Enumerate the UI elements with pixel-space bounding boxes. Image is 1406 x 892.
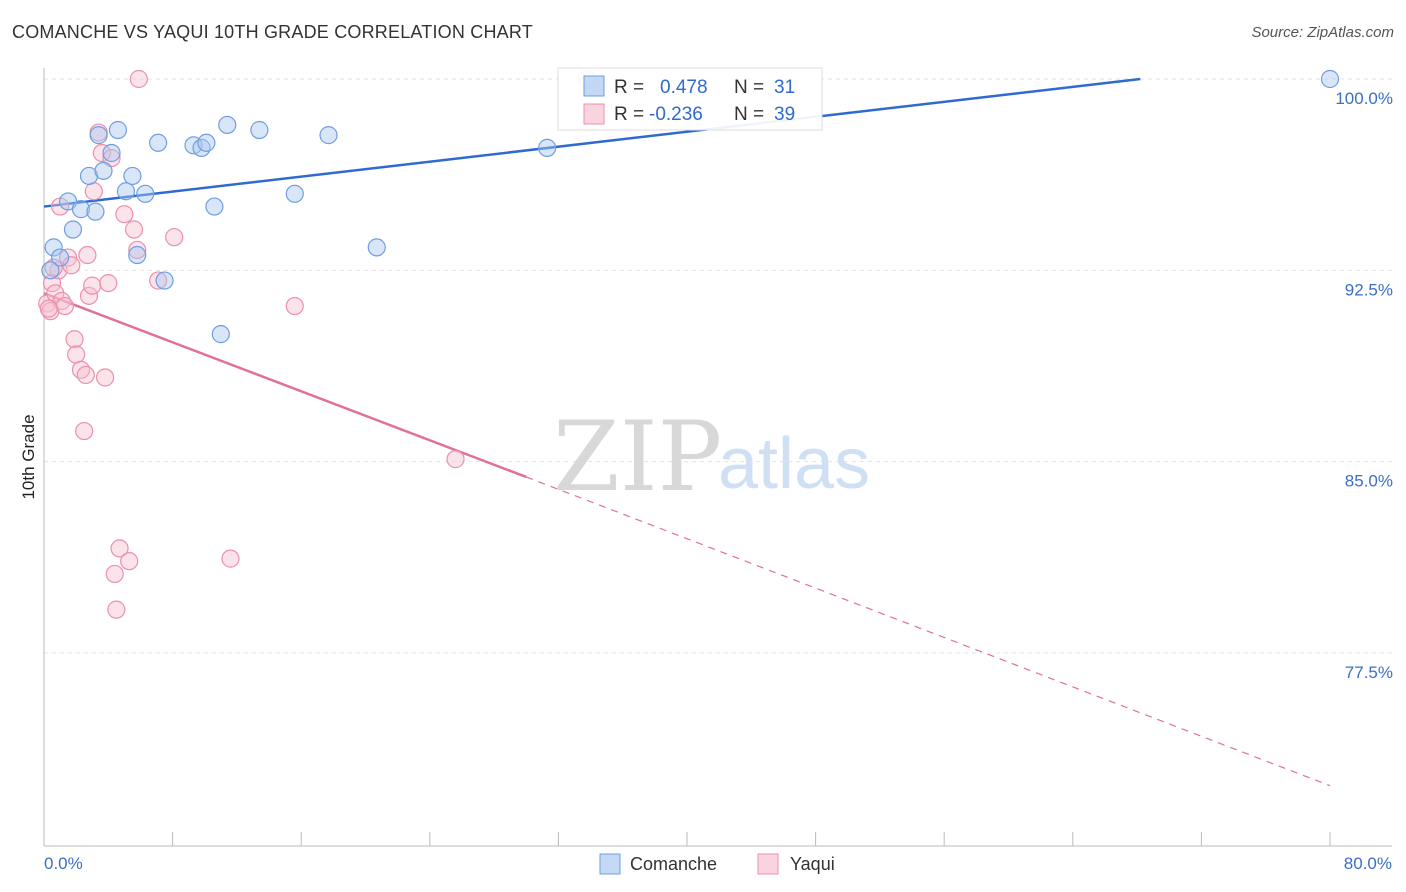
yaqui-point [78, 245, 97, 265]
watermark: ZIP atlas [553, 401, 870, 513]
legend-yaqui-label: Yaqui [790, 854, 835, 874]
y-tick-label: 77.5% [1345, 663, 1393, 682]
yaqui-legend-swatch [583, 103, 605, 125]
yaqui-trend-line-extrapolated [526, 476, 1331, 787]
yaqui-point [221, 549, 240, 568]
yaqui-n-value: 39 [774, 104, 795, 125]
x-tick-label-max: 80.0% [1344, 854, 1392, 873]
yaqui-point [92, 143, 111, 163]
yaqui-point [67, 345, 86, 364]
comanche-n-label: N = [734, 77, 764, 98]
yaqui-point [99, 273, 118, 293]
yaqui-points [38, 69, 465, 619]
comanche-point [94, 161, 113, 180]
comanche-trend-line [43, 77, 1141, 208]
comanche-point [538, 138, 557, 157]
y-tick-labels: 100.0% 92.5% 85.0% 77.5% [1335, 89, 1393, 682]
comanche-point [149, 133, 168, 152]
comanche-r-label: R = [614, 77, 644, 98]
comanche-legend-swatch [583, 75, 605, 97]
yaqui-point [65, 330, 84, 349]
yaqui-point [115, 205, 134, 224]
y-tick-label: 100.0% [1335, 89, 1393, 108]
yaqui-point [79, 286, 99, 305]
comanche-point [86, 202, 105, 221]
comanche-point [319, 126, 338, 145]
comanche-point [211, 325, 230, 344]
yaqui-point [165, 228, 184, 247]
comanche-point [218, 115, 237, 135]
comanche-point [250, 120, 269, 140]
comanche-point [116, 182, 136, 201]
comanche-point [285, 184, 304, 203]
axes [43, 68, 1392, 847]
comanche-point [108, 120, 128, 140]
yaqui-point [83, 276, 102, 295]
comanche-point [197, 133, 216, 152]
trend-lines [43, 77, 1331, 787]
yaqui-point [129, 69, 148, 89]
comanche-point [128, 245, 147, 265]
y-tick-label: 92.5% [1345, 280, 1393, 299]
yaqui-point [84, 182, 103, 201]
comanche-point [50, 248, 70, 267]
chart-title: COMANCHE VS YAQUI 10TH GRADE CORRELATION… [12, 22, 533, 42]
source-label: Source: ZipAtlas.com [1251, 24, 1394, 41]
yaqui-point [95, 368, 115, 387]
comanche-r-value: 0.478 [660, 77, 708, 98]
yaqui-point [149, 271, 168, 290]
yaqui-point [105, 564, 124, 584]
yaqui-point [44, 258, 63, 277]
yaqui-point [124, 220, 144, 239]
yaqui-point [75, 421, 94, 441]
yaqui-point [107, 600, 126, 619]
comanche-point [102, 143, 121, 163]
yaqui-point [76, 365, 95, 385]
comanche-point [367, 238, 386, 257]
comanche-point [1320, 69, 1340, 89]
yaqui-r-value: -0.236 [649, 104, 703, 125]
yaqui-point [39, 299, 58, 318]
yaqui-point [285, 296, 304, 316]
yaqui-point [71, 360, 91, 379]
comanche-point [89, 126, 108, 145]
comanche-point [123, 166, 142, 186]
series-legend: Comanche Yaqui [599, 853, 835, 875]
yaqui-point [128, 240, 147, 260]
legend-comanche-label: Comanche [630, 854, 717, 874]
comanche-point [205, 197, 224, 216]
comanche-point [63, 220, 83, 239]
yaqui-n-label: N = [734, 104, 764, 125]
y-tick-label: 85.0% [1345, 472, 1393, 491]
comanche-point [71, 200, 91, 219]
watermark-atlas: atlas [718, 424, 870, 504]
legend-comanche-swatch [599, 853, 621, 875]
yaqui-point [446, 450, 465, 469]
yaqui-point [55, 296, 74, 316]
grid-lines [44, 78, 1392, 654]
yaqui-trend-line [43, 292, 527, 479]
comanche-n-value: 31 [774, 77, 795, 98]
yaqui-r-label: R = [614, 104, 644, 125]
comanche-point [41, 261, 60, 280]
x-ticks [43, 832, 1331, 846]
comanche-point [44, 238, 63, 257]
comanche-point [136, 184, 155, 203]
x-tick-label-min: 0.0% [44, 854, 83, 873]
comanche-point [192, 138, 211, 157]
comanche-point [79, 166, 99, 186]
watermark-zip: ZIP [553, 401, 722, 513]
legend-yaqui-swatch [757, 853, 779, 875]
yaqui-point [120, 552, 139, 571]
comanche-point [155, 271, 174, 290]
yaqui-point [110, 539, 129, 558]
stats-legend: R = 0.478 N = 31 R = -0.236 N = 39 [557, 67, 823, 131]
y-axis-title: 10th Grade [19, 414, 38, 499]
